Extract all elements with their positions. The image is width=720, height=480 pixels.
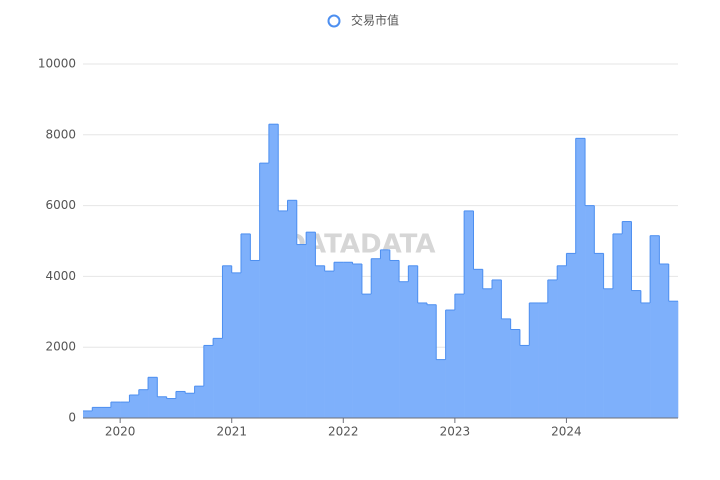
step-bar [585,205,595,418]
y-tick-label: 0 [68,411,76,425]
step-bar [464,210,474,418]
step-bar [631,290,642,418]
step-bar [324,271,335,418]
step-bar [408,265,419,418]
step-bar [417,302,428,418]
step-bar [612,233,623,418]
x-tick-label: 2022 [328,425,359,439]
step-bar [529,302,539,418]
step-bar [650,235,660,418]
step-bar [194,386,205,418]
step-bar [361,294,372,418]
step-bar [231,272,242,418]
step-bar [510,329,521,418]
step-bar [138,389,149,418]
step-bar [547,279,558,418]
step-bar [594,253,604,418]
step-bar [380,249,391,418]
step-bar [185,393,195,418]
step-bar [668,301,679,418]
step-bar [371,258,381,418]
step-bar [482,288,493,418]
step-bar [492,279,502,418]
step-bar [148,377,158,418]
step-bar [352,264,363,418]
step-bar [334,262,344,418]
x-tick-label: 2023 [440,425,471,439]
step-bar [278,210,288,418]
step-bar [566,253,576,418]
step-bar [110,402,121,418]
x-tick-label: 2021 [216,425,247,439]
step-bar [287,200,298,418]
step-bar [175,391,186,418]
y-tick-label: 8000 [45,127,76,141]
step-bar [436,359,446,418]
step-bar [83,410,93,418]
step-bar [129,394,140,418]
step-bar [157,396,167,418]
step-bar [306,232,316,418]
step-bar [501,318,511,418]
step-bar [213,338,223,418]
x-tick-label: 2020 [105,425,136,439]
step-bar [240,233,251,418]
step-bar [389,260,400,418]
step-bar [603,288,614,418]
step-bar [473,269,484,418]
step-bar [538,302,549,418]
step-bar [203,345,214,418]
legend-symbol[interactable] [327,14,341,28]
step-bar [296,244,307,418]
step-bar [622,221,632,418]
step-bar [426,304,437,418]
step-bar [92,407,102,418]
y-tick-label: 4000 [45,269,76,283]
step-bar [222,265,233,418]
step-bar [557,265,567,418]
step-bar [268,124,279,419]
step-bar [343,262,353,418]
step-bar [259,163,270,418]
step-bar [101,407,112,418]
legend-label[interactable]: 交易市值 [351,13,399,28]
y-tick-label: 6000 [45,198,76,212]
step-bar [399,281,409,418]
y-tick-label: 2000 [45,340,76,354]
step-bar [454,294,465,418]
step-bar [120,402,130,418]
y-tick-label: 10000 [38,57,76,71]
step-bar [315,265,325,418]
step-bar [519,345,530,418]
step-bar [640,302,651,418]
step-bar [166,398,177,418]
step-bar [575,138,586,418]
x-tick-label: 2024 [551,425,582,439]
step-bar [250,260,260,418]
step-bar [445,310,456,418]
step-bar [659,264,670,418]
